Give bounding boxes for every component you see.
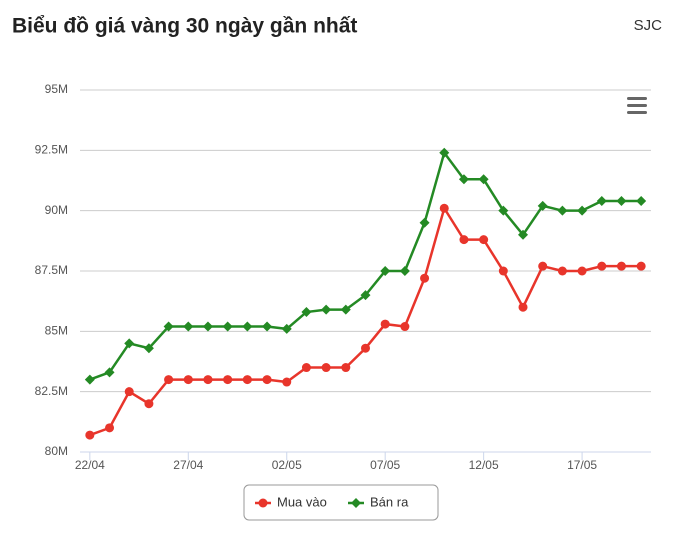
point: [105, 423, 115, 433]
point: [223, 375, 233, 385]
point: [262, 321, 273, 332]
point: [183, 321, 194, 332]
y-tick-label: 95M: [45, 82, 68, 96]
point: [242, 321, 253, 332]
point: [557, 266, 567, 276]
legend-label: Bán ra: [370, 494, 409, 509]
point: [439, 147, 450, 158]
chart-title: Biểu đồ giá vàng 30 ngày gần nhất: [12, 15, 357, 38]
point: [341, 363, 351, 373]
point: [282, 377, 292, 387]
point: [164, 375, 174, 385]
point: [301, 307, 312, 318]
point: [616, 196, 627, 207]
point: [242, 375, 252, 385]
y-tick-label: 82.5M: [35, 384, 68, 398]
y-tick-label: 80M: [45, 444, 68, 458]
point: [144, 399, 154, 409]
point: [361, 343, 370, 353]
point: [321, 304, 332, 315]
point: [518, 302, 528, 312]
point: [360, 290, 371, 301]
point: [596, 196, 607, 207]
legend-label: Mua vào: [277, 494, 327, 509]
point: [301, 363, 311, 373]
point: [84, 374, 95, 385]
point: [439, 203, 449, 213]
point: [498, 205, 509, 216]
point: [380, 266, 391, 276]
series-line: [89, 205, 642, 437]
y-tick-label: 85M: [45, 324, 68, 338]
point: [616, 261, 626, 271]
point: [557, 205, 568, 216]
point: [262, 375, 272, 385]
x-tick-label: 12/05: [469, 458, 499, 472]
point: [400, 322, 410, 332]
y-tick-label: 87.5M: [35, 263, 68, 277]
x-tick-label: 17/05: [567, 458, 597, 472]
point: [577, 266, 587, 276]
point: [498, 266, 508, 276]
point: [577, 205, 588, 216]
menu-icon[interactable]: [627, 97, 647, 114]
point: [281, 323, 292, 334]
legend-box: [243, 484, 439, 521]
point: [222, 321, 233, 332]
point: [321, 363, 331, 373]
y-tick-label: 90M: [45, 203, 68, 217]
source: SJC: [634, 17, 663, 34]
point: [163, 321, 174, 332]
point: [458, 174, 469, 185]
point: [351, 498, 361, 508]
point: [478, 174, 489, 185]
point: [85, 430, 95, 440]
point: [340, 304, 351, 315]
point: [202, 321, 213, 332]
point: [459, 235, 469, 245]
point: [636, 261, 646, 271]
point: [537, 200, 548, 211]
point: [636, 196, 647, 207]
point: [518, 229, 529, 240]
point: [479, 235, 489, 245]
y-tick-label: 92.5M: [35, 143, 68, 157]
point: [399, 266, 410, 276]
x-tick-label: 27/04: [173, 458, 203, 472]
point: [419, 217, 430, 228]
point: [143, 343, 154, 354]
point: [597, 261, 607, 271]
x-tick-label: 22/04: [75, 458, 105, 472]
point: [124, 387, 134, 397]
point: [420, 273, 430, 283]
point: [203, 375, 213, 385]
point: [124, 338, 135, 349]
point: [258, 498, 268, 508]
point: [104, 367, 115, 378]
point: [380, 319, 390, 329]
point: [183, 375, 193, 385]
x-tick-label: 02/05: [272, 458, 302, 472]
point: [538, 261, 548, 271]
x-tick-label: 07/05: [370, 458, 400, 472]
